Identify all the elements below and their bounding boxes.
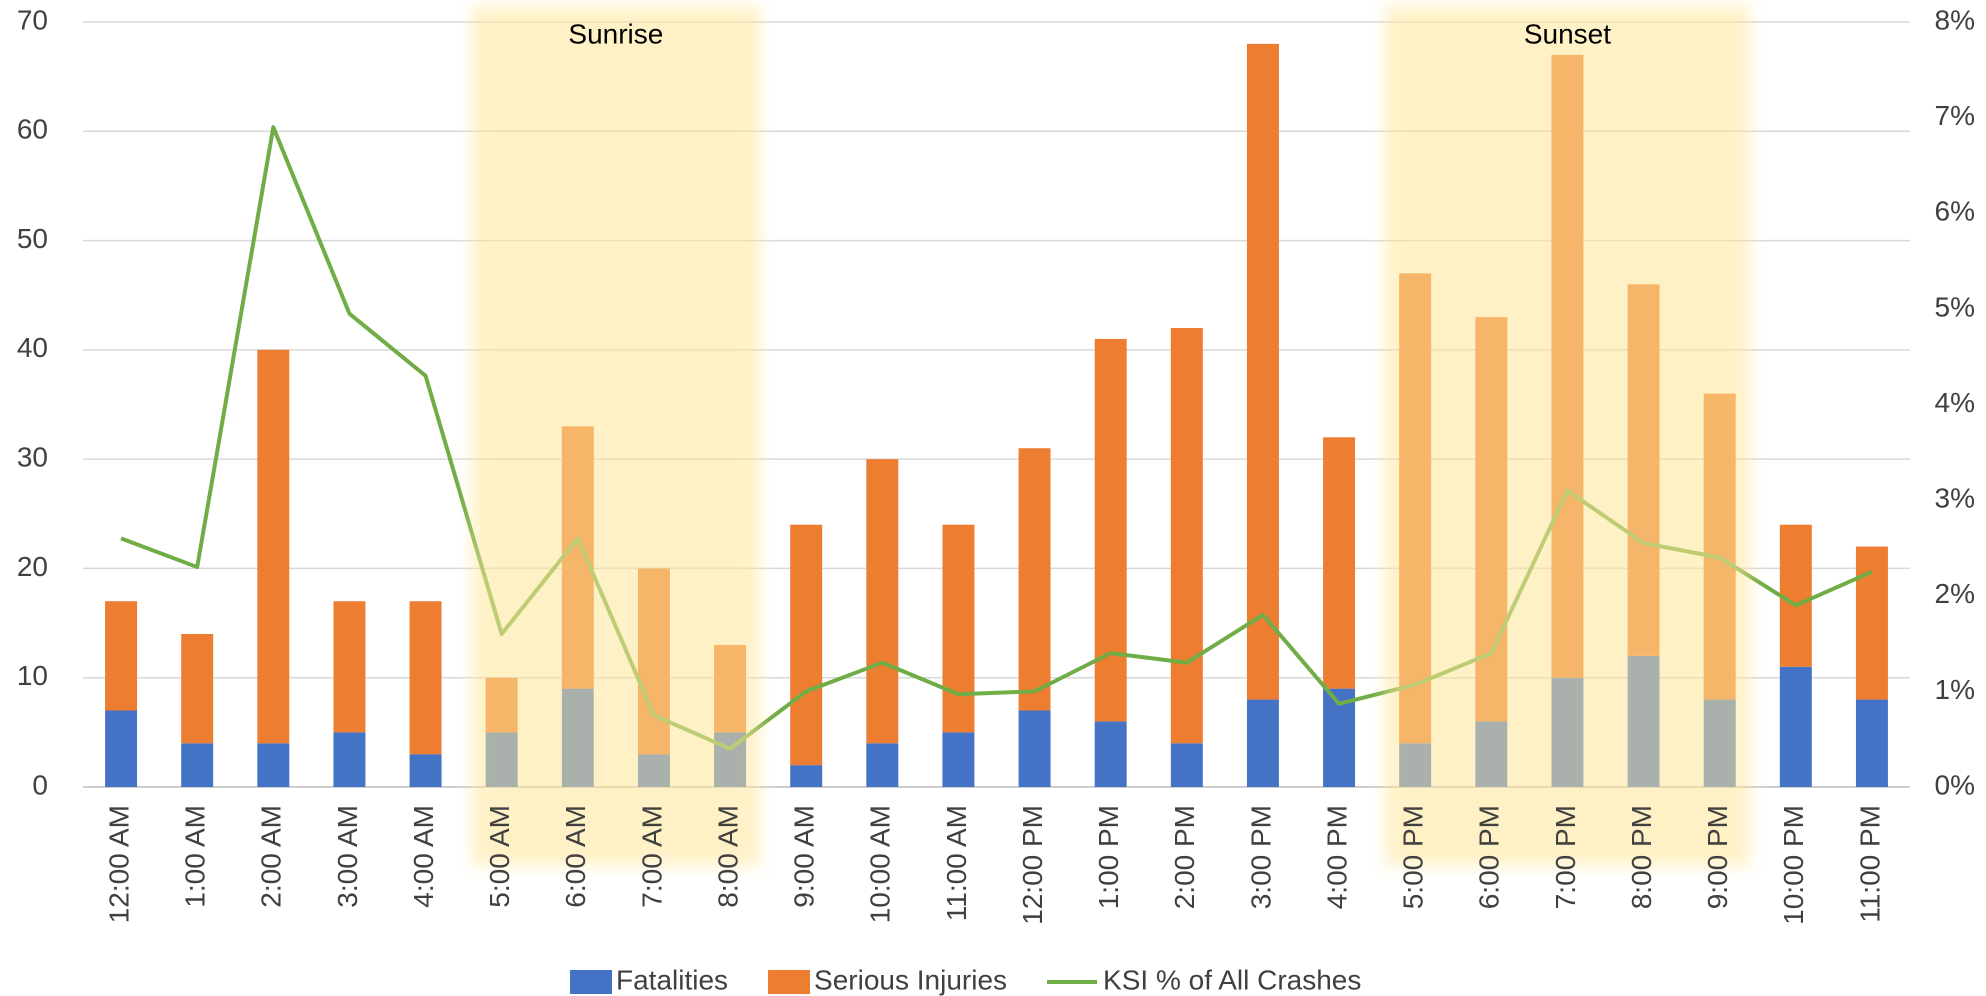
bar <box>1779 666 1812 787</box>
bar <box>1018 448 1051 711</box>
x-tick-label: 11:00 AM <box>941 805 972 921</box>
x-tick-label: 2:00 PM <box>1169 805 1200 909</box>
x-tick-label: 5:00 PM <box>1398 805 1429 909</box>
y-tick-label: 50 <box>17 223 48 254</box>
bar <box>257 349 290 744</box>
bar <box>1246 43 1279 700</box>
bar <box>105 710 138 787</box>
bar <box>409 601 442 755</box>
bar <box>1170 743 1203 787</box>
y-tick-label: 70 <box>17 4 48 35</box>
bar <box>790 765 823 787</box>
bar <box>1094 338 1127 722</box>
bar <box>1170 328 1203 744</box>
x-tick-label: 12:00 PM <box>1017 805 1048 925</box>
y-tick-label: 30 <box>17 442 48 473</box>
x-tick-label: 1:00 PM <box>1093 805 1124 909</box>
bar <box>105 601 138 711</box>
bar <box>790 524 823 766</box>
x-tick-label: 10:00 AM <box>865 805 896 923</box>
y-tick-label: 40 <box>17 332 48 363</box>
legend-label: Serious Injuries <box>814 964 1007 995</box>
annotation-band <box>471 6 761 866</box>
y2-tick-label: 2% <box>1935 578 1975 609</box>
x-tick-label: 8:00 AM <box>712 805 743 908</box>
x-tick-label: 2:00 AM <box>256 805 287 908</box>
annotation-label: Sunrise <box>568 18 663 49</box>
annotation-label: Sunset <box>1524 18 1611 49</box>
x-tick-label: 1:00 AM <box>180 805 211 908</box>
x-tick-label: 3:00 AM <box>332 805 363 908</box>
legend-swatch <box>768 970 811 994</box>
y2-tick-label: 0% <box>1935 769 1975 800</box>
bar <box>333 601 366 733</box>
bar <box>1779 524 1812 667</box>
x-tick-label: 4:00 PM <box>1321 805 1352 909</box>
bar <box>181 743 214 787</box>
x-tick-label: 7:00 PM <box>1550 805 1581 909</box>
bar <box>1855 546 1888 700</box>
bar <box>1018 710 1051 787</box>
y-tick-label: 0 <box>32 769 48 800</box>
x-tick-label: 9:00 AM <box>789 805 820 908</box>
x-tick-label: 10:00 PM <box>1778 805 1809 925</box>
bar <box>409 754 442 787</box>
bar <box>257 743 290 787</box>
bar <box>1855 699 1888 787</box>
x-tick-label: 6:00 PM <box>1474 805 1505 909</box>
y-tick-label: 20 <box>17 551 48 582</box>
x-tick-label: 11:00 PM <box>1854 805 1885 923</box>
x-tick-label: 4:00 AM <box>408 805 439 908</box>
x-tick-label: 7:00 AM <box>636 805 667 908</box>
y2-tick-label: 3% <box>1935 483 1975 514</box>
legend-label: Fatalities <box>616 964 728 995</box>
bar <box>866 743 899 787</box>
annotation-band <box>1385 6 1750 866</box>
y2-tick-label: 1% <box>1935 674 1975 705</box>
y2-tick-label: 4% <box>1935 387 1975 418</box>
x-tick-label: 6:00 AM <box>560 805 591 908</box>
x-tick-label: 3:00 PM <box>1245 805 1276 909</box>
bar <box>333 732 366 787</box>
x-tick-label: 12:00 AM <box>103 805 134 923</box>
x-tick-label: 5:00 AM <box>484 805 515 908</box>
bar <box>1246 699 1279 787</box>
x-tick-label: 9:00 PM <box>1702 805 1733 909</box>
bar <box>942 732 975 787</box>
y-tick-label: 60 <box>17 114 48 145</box>
bar <box>1094 721 1127 787</box>
bar <box>181 634 214 744</box>
y2-tick-label: 8% <box>1935 4 1975 35</box>
y2-tick-label: 7% <box>1935 100 1975 131</box>
bar <box>866 459 899 744</box>
bar <box>942 524 975 733</box>
bar <box>1323 437 1356 689</box>
legend-label: KSI % of All Crashes <box>1103 964 1361 995</box>
y2-tick-label: 6% <box>1935 196 1975 227</box>
y2-tick-label: 5% <box>1935 291 1975 322</box>
x-tick-label: 8:00 PM <box>1626 805 1657 909</box>
legend-swatch <box>570 970 612 994</box>
y-tick-label: 10 <box>17 660 48 691</box>
